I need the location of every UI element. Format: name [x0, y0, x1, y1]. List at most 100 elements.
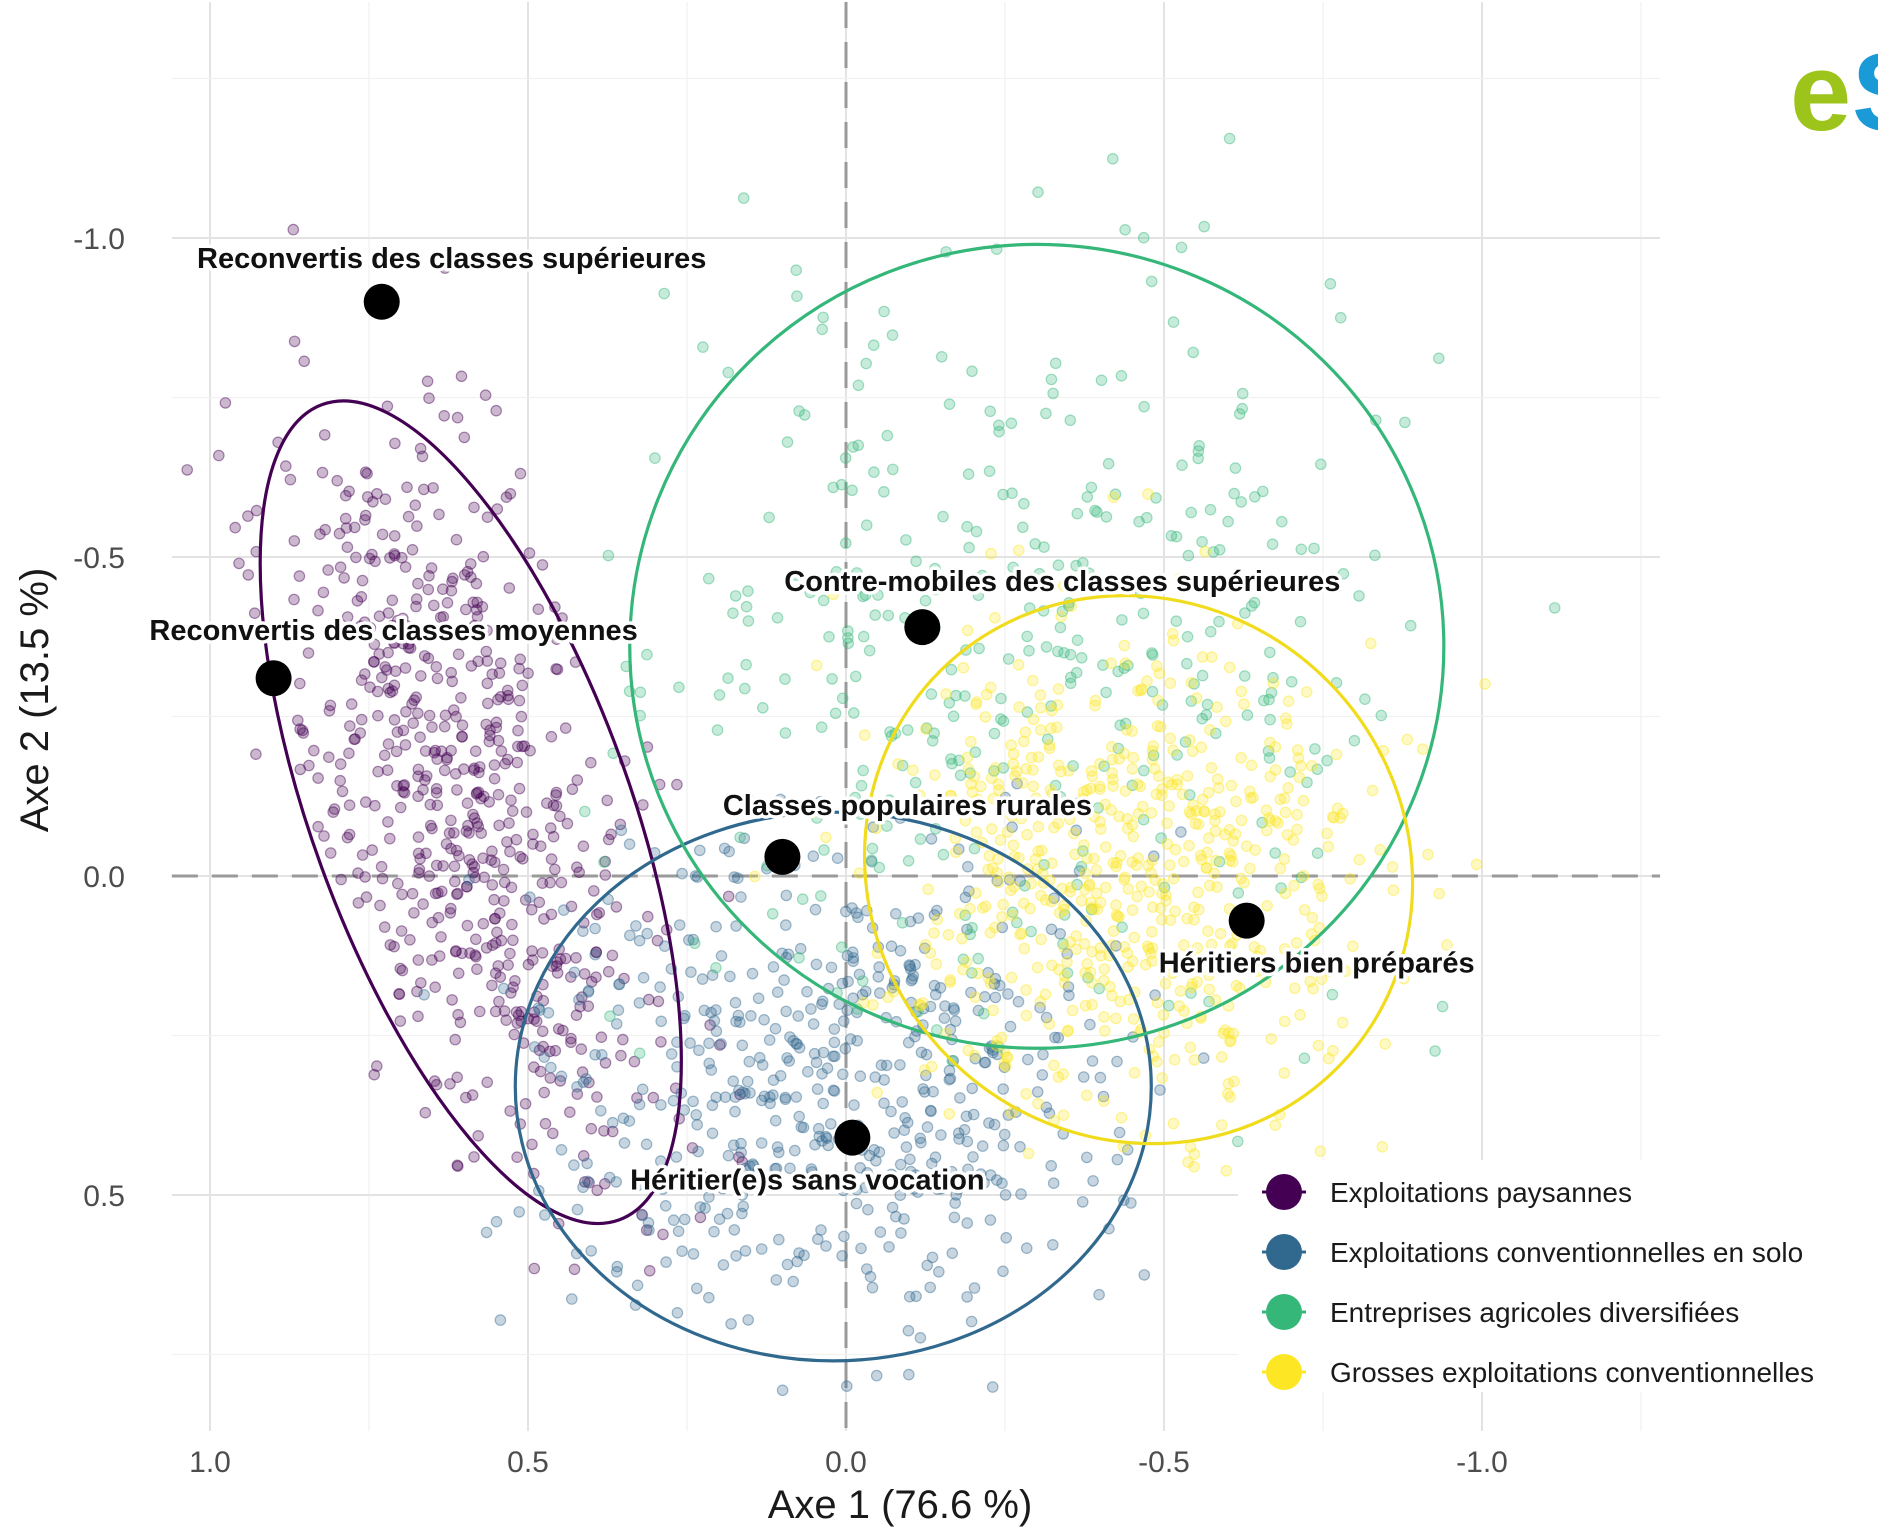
data-point	[1133, 515, 1145, 528]
data-point	[489, 937, 502, 949]
data-point	[925, 688, 938, 700]
data-point	[355, 674, 368, 686]
data-point	[974, 780, 987, 793]
data-point	[389, 437, 401, 450]
data-point	[1203, 879, 1216, 892]
data-point	[317, 586, 330, 599]
data-point	[1232, 887, 1245, 899]
data-point	[379, 661, 391, 673]
data-point	[915, 1046, 928, 1059]
data-point	[1054, 621, 1067, 634]
data-point	[1212, 782, 1225, 794]
legend-label: Exploitations paysannes	[1330, 1177, 1632, 1208]
data-point	[477, 790, 490, 803]
data-point	[1082, 971, 1094, 984]
data-point	[577, 1181, 589, 1194]
data-point	[386, 685, 399, 697]
data-point	[1052, 683, 1065, 695]
data-point	[1175, 241, 1188, 254]
data-point	[1094, 783, 1106, 795]
data-point	[976, 902, 989, 914]
data-point	[501, 836, 513, 848]
data-point	[413, 863, 426, 876]
data-point	[1295, 871, 1308, 884]
data-point	[966, 1082, 978, 1095]
data-point	[366, 844, 378, 856]
data-point	[1138, 1269, 1151, 1281]
data-point	[1040, 1101, 1053, 1114]
data-point	[962, 1163, 974, 1176]
data-point	[948, 1211, 961, 1224]
data-point	[297, 727, 310, 739]
data-point	[602, 833, 615, 846]
data-point	[343, 720, 356, 732]
data-point	[1238, 670, 1251, 682]
data-point	[787, 1275, 799, 1288]
data-point	[907, 1183, 920, 1195]
data-point	[752, 992, 765, 1005]
data-point	[341, 831, 354, 844]
data-point	[1019, 726, 1032, 738]
data-point	[441, 596, 454, 609]
data-point	[1007, 561, 1019, 574]
data-point	[636, 1208, 648, 1221]
data-point	[432, 911, 445, 924]
data-point	[842, 632, 854, 644]
data-point	[854, 1070, 867, 1082]
data-point	[755, 1094, 768, 1107]
data-point	[550, 800, 563, 812]
data-point	[1260, 824, 1273, 837]
data-point	[351, 594, 364, 607]
data-point	[1093, 982, 1105, 995]
data-point	[400, 705, 412, 718]
data-point	[1398, 972, 1410, 985]
data-point	[360, 891, 373, 903]
data-point	[961, 520, 973, 533]
data-point	[988, 1118, 1001, 1131]
data-point	[943, 398, 956, 410]
data-point	[1071, 634, 1084, 646]
data-point	[582, 986, 595, 998]
data-point	[1337, 807, 1349, 820]
x-axis-title: Axe 1 (76.6 %)	[768, 1483, 1033, 1527]
data-point	[242, 510, 254, 522]
data-point	[460, 825, 473, 837]
data-point	[994, 713, 1007, 725]
data-point	[1064, 648, 1077, 661]
data-point	[1386, 861, 1399, 873]
data-point	[456, 730, 468, 743]
data-point	[559, 952, 572, 965]
data-point	[397, 637, 409, 650]
data-point	[1196, 793, 1209, 806]
data-point	[931, 1183, 944, 1195]
data-point	[742, 1314, 754, 1326]
data-point	[901, 1116, 914, 1129]
data-point	[969, 746, 982, 758]
x-tick-label: 1.0	[189, 1446, 231, 1479]
data-point	[998, 1128, 1011, 1141]
data-point	[925, 1105, 937, 1118]
data-point	[903, 1290, 916, 1303]
data-point	[1119, 871, 1131, 884]
data-point	[758, 1013, 770, 1026]
data-point	[734, 831, 746, 844]
data-point	[1085, 902, 1098, 914]
data-point	[492, 960, 504, 972]
data-point	[844, 1033, 857, 1045]
data-point	[860, 575, 872, 588]
data-point	[530, 1015, 543, 1028]
data-point	[647, 1091, 660, 1104]
data-point	[534, 1065, 547, 1078]
data-point	[831, 852, 844, 864]
data-point	[982, 863, 994, 876]
data-point	[776, 1384, 789, 1397]
data-point	[445, 842, 457, 855]
data-point	[416, 450, 429, 463]
data-point	[452, 1008, 464, 1021]
data-point	[323, 704, 336, 717]
data-point	[739, 1087, 751, 1100]
data-point	[931, 913, 944, 926]
data-point	[430, 782, 443, 795]
data-point	[824, 1118, 837, 1130]
data-point	[284, 473, 297, 486]
